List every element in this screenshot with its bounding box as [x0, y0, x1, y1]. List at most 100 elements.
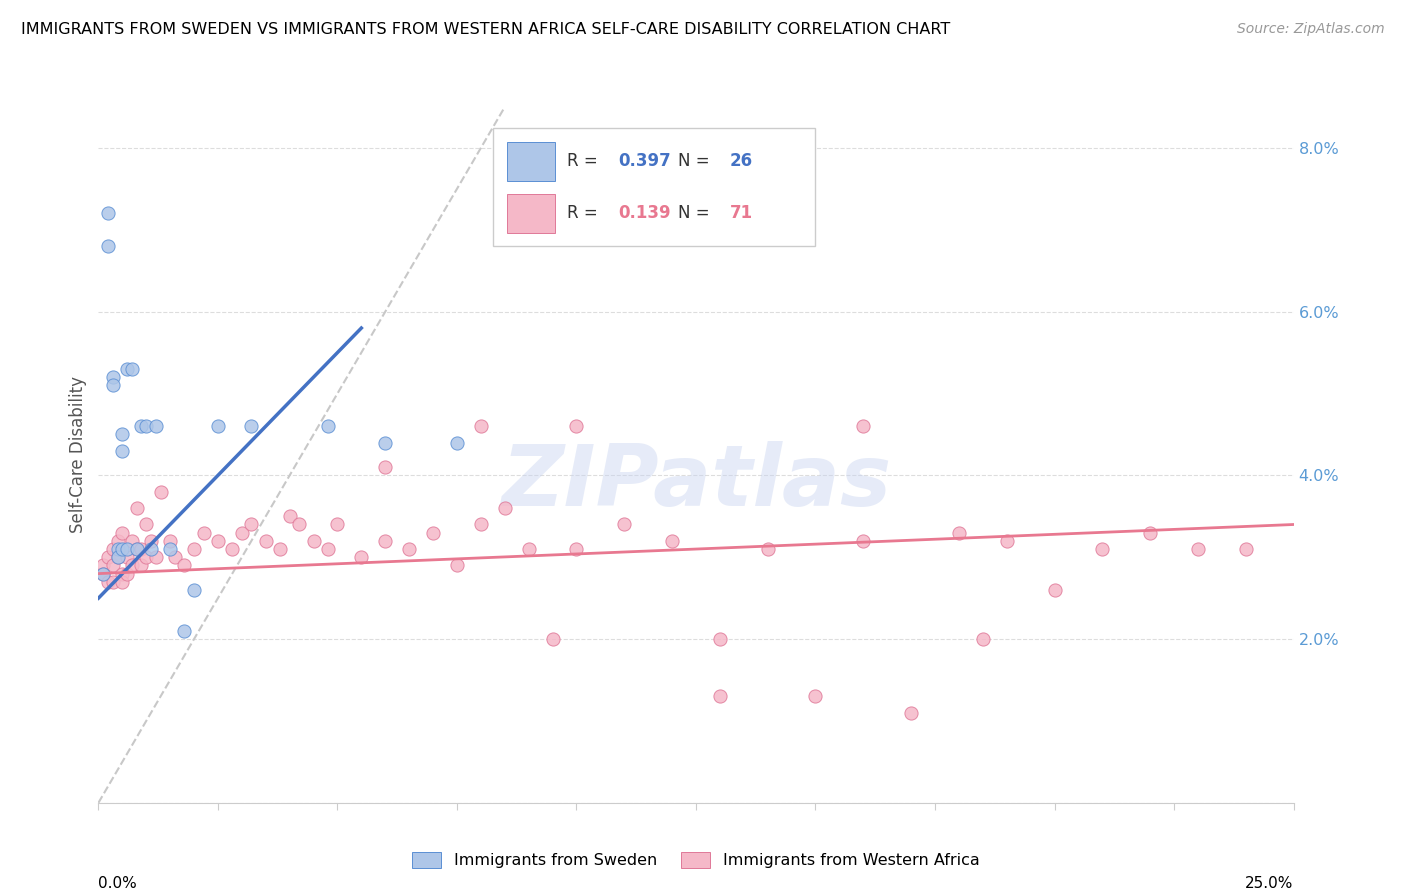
Point — [1091, 542, 1114, 557]
Point — [1139, 525, 1161, 540]
Point — [101, 574, 124, 589]
Point — [97, 574, 120, 589]
Point — [541, 632, 564, 646]
Point — [139, 542, 162, 557]
Point — [139, 533, 162, 548]
Point — [398, 542, 420, 557]
Point — [135, 550, 157, 565]
Point — [145, 550, 167, 565]
Point — [302, 533, 325, 548]
Point — [101, 370, 124, 384]
Point — [240, 517, 263, 532]
Point — [121, 362, 143, 376]
Point — [972, 632, 994, 646]
Point — [111, 443, 134, 458]
Text: 0.0%: 0.0% — [98, 877, 138, 891]
Point — [709, 632, 731, 646]
Point — [254, 533, 277, 548]
Point — [948, 525, 970, 540]
Point — [145, 419, 167, 434]
Point — [111, 542, 134, 557]
Point — [149, 484, 172, 499]
FancyBboxPatch shape — [508, 194, 555, 233]
Point — [207, 533, 229, 548]
Text: R =: R = — [567, 152, 603, 170]
Text: 0.397: 0.397 — [619, 152, 671, 170]
Text: N =: N = — [678, 204, 714, 222]
Text: R =: R = — [567, 204, 603, 222]
Point — [374, 435, 396, 450]
Point — [115, 542, 138, 557]
Legend: Immigrants from Sweden, Immigrants from Western Africa: Immigrants from Sweden, Immigrants from … — [406, 846, 986, 875]
Point — [101, 558, 124, 573]
Y-axis label: Self-Care Disability: Self-Care Disability — [69, 376, 87, 533]
Point — [115, 362, 138, 376]
Point — [446, 435, 468, 450]
Point — [565, 419, 588, 434]
Text: 25.0%: 25.0% — [1246, 877, 1294, 891]
Point — [101, 378, 124, 392]
Point — [269, 542, 291, 557]
Point — [852, 533, 875, 548]
Point — [565, 542, 588, 557]
Point — [661, 533, 683, 548]
Point — [350, 550, 373, 565]
Point — [374, 533, 396, 548]
Text: 71: 71 — [730, 204, 752, 222]
Point — [900, 706, 922, 720]
Point — [494, 501, 516, 516]
Point — [756, 542, 779, 557]
Point — [131, 419, 153, 434]
Point — [804, 690, 827, 704]
Point — [278, 509, 301, 524]
Point — [288, 517, 311, 532]
Point — [135, 419, 157, 434]
Point — [231, 525, 253, 540]
Point — [121, 558, 143, 573]
Point — [125, 501, 148, 516]
Point — [240, 419, 263, 434]
Point — [1234, 542, 1257, 557]
Point — [107, 542, 129, 557]
Point — [517, 542, 540, 557]
Point — [159, 533, 181, 548]
Point — [207, 419, 229, 434]
Point — [852, 419, 875, 434]
Point — [613, 517, 636, 532]
Point — [221, 542, 243, 557]
FancyBboxPatch shape — [494, 128, 815, 246]
FancyBboxPatch shape — [508, 142, 555, 180]
Text: N =: N = — [678, 152, 714, 170]
Point — [97, 239, 120, 253]
Point — [101, 542, 124, 557]
Point — [107, 550, 129, 565]
Point — [111, 427, 134, 442]
Point — [709, 690, 731, 704]
Point — [1043, 582, 1066, 597]
Point — [91, 566, 114, 581]
Point — [159, 542, 181, 557]
Point — [91, 558, 114, 573]
Point — [135, 517, 157, 532]
Point — [316, 542, 339, 557]
Text: Source: ZipAtlas.com: Source: ZipAtlas.com — [1237, 22, 1385, 37]
Point — [374, 460, 396, 475]
Point — [326, 517, 349, 532]
Point — [470, 419, 492, 434]
Point — [173, 558, 195, 573]
Point — [995, 533, 1018, 548]
Point — [91, 566, 114, 581]
Point — [131, 558, 153, 573]
Point — [125, 542, 148, 557]
Point — [193, 525, 215, 540]
Point — [446, 558, 468, 573]
Point — [125, 542, 148, 557]
Point — [115, 566, 138, 581]
Point — [131, 542, 153, 557]
Text: ZIPatlas: ZIPatlas — [501, 442, 891, 524]
Point — [1187, 542, 1209, 557]
Point — [97, 550, 120, 565]
Point — [183, 542, 205, 557]
Point — [173, 624, 195, 638]
Point — [115, 550, 138, 565]
